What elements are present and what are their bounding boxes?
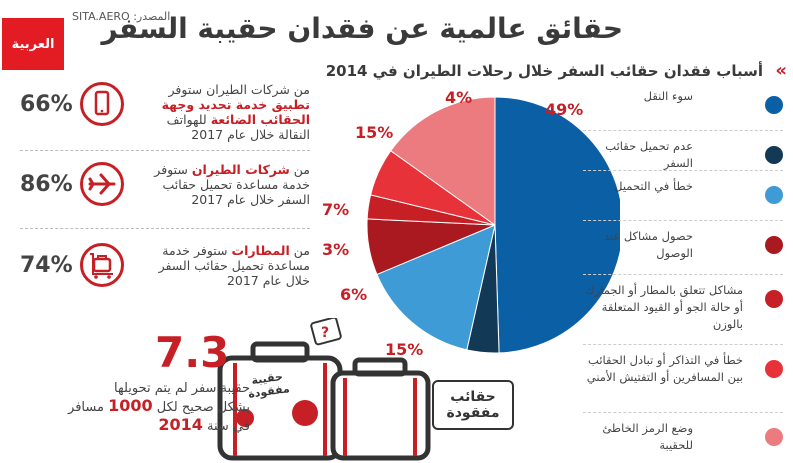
legend-divider	[583, 170, 783, 171]
legend-label: عدم تحميل حقائب السفر	[605, 139, 693, 170]
stat-percent: 74%	[20, 253, 73, 278]
legend-swatch	[765, 236, 783, 254]
legend-item: وضع الرمز الخاطئ للحقيبة	[583, 420, 783, 460]
legend-swatch	[765, 428, 783, 446]
legend-item: سوء النقل	[583, 88, 783, 128]
stat-percent: 66%	[20, 92, 73, 117]
pie-data-label: 6%	[340, 285, 368, 304]
pie-data-label: 15%	[355, 123, 394, 142]
divider	[20, 150, 310, 151]
legend-swatch	[765, 360, 783, 378]
alarabiya-logo: العربية	[2, 18, 64, 70]
question-mark: ?	[321, 325, 329, 341]
stat-percent: 86%	[20, 172, 73, 197]
airplane-icon	[80, 162, 124, 206]
bags-count: 7.3	[155, 328, 230, 377]
legend-item: عدم تحميل حقائب السفر	[583, 138, 783, 178]
pie-slice	[376, 224, 496, 351]
chart-title: أسباب فقدان حقائب السفر خلال رحلات الطير…	[325, 62, 763, 80]
legend-item: خطأ في التذاكر أو تبادل الحقائب بين المس…	[583, 352, 783, 392]
legend-swatch	[765, 186, 783, 204]
legend-divider	[583, 130, 783, 131]
stat-item-3: 74% من المطارات ستوفر خدمة مساعدة تحميل …	[20, 243, 310, 313]
stat-highlight: شركات الطيران	[191, 162, 290, 177]
stat-highlight: المطارات	[231, 243, 290, 258]
pie-chart	[366, 96, 620, 354]
legend-divider	[583, 220, 783, 221]
pie-data-label: 7%	[322, 200, 350, 219]
pie-data-label: 4%	[445, 88, 473, 107]
legend-divider	[583, 412, 783, 413]
stat-text-post: ستوفر خدمة مساعدة تحميل حقائب السفر خلال…	[158, 243, 310, 288]
legend-item: خطأ في التحميل	[583, 178, 783, 218]
bags-per-1000: 1000	[108, 396, 153, 415]
page-title: حقائق عالمية عن فقدان حقيبة السفر	[101, 12, 624, 45]
stat-text: من شركات الطيران ستوفر خدمة مساعدة تحميل…	[140, 162, 310, 207]
bags-line-2-pre: بشكل صحيح لكل	[156, 400, 250, 415]
stat-text-post: ستوفر خدمة مساعدة تحميل حقائب السفر خلال…	[154, 162, 310, 207]
legend-swatch	[765, 146, 783, 164]
luggage-cart-icon	[80, 243, 124, 287]
legend-item: حصول مشاكل عند الوصول	[583, 228, 783, 268]
legend-swatch	[765, 96, 783, 114]
legend-divider	[583, 344, 783, 345]
bags-line-3-pre: في سنة	[207, 419, 250, 434]
bags-description: حقيبة سفر لم يتم تحويلها بشكل صحيح لكل 1…	[60, 380, 250, 435]
stat-text-post: للهواتف النقالة خلال عام 2017	[166, 112, 310, 142]
lost-bags-tag: حقائب مفقودة	[432, 380, 514, 430]
bags-line-2-post: مسافر	[68, 400, 104, 415]
stat-text-pre: من شركات الطيران ستوفر	[168, 82, 310, 97]
legend-label: وضع الرمز الخاطئ للحقيبة	[602, 421, 693, 452]
legend-swatch	[765, 290, 783, 308]
legend-label: مشاكل تتعلق بالمطار أو الجمارك أو حالة ا…	[585, 283, 743, 331]
pie-data-label: 3%	[322, 240, 350, 259]
bags-year: 2014	[158, 415, 203, 434]
stat-text: من شركات الطيران ستوفر تطبيق خدمة تحديد …	[140, 82, 310, 142]
stat-item-2: 86% من شركات الطيران ستوفر خدمة مساعدة ت…	[20, 162, 310, 232]
divider	[20, 228, 310, 229]
luggage-illustration: ?	[217, 318, 431, 461]
stat-text: من المطارات ستوفر خدمة مساعدة تحميل حقائ…	[140, 243, 310, 288]
pie-data-label: 15%	[385, 340, 424, 359]
pie-slice	[494, 96, 620, 354]
legend-label: حصول مشاكل عند الوصول	[603, 229, 693, 260]
legend-label: خطأ في التذاكر أو تبادل الحقائب بين المس…	[586, 353, 743, 384]
legend-item: مشاكل تتعلق بالمطار أو الجمارك أو حالة ا…	[583, 282, 783, 331]
chevron-icon: «	[775, 60, 787, 81]
pie-data-label: 49%	[545, 100, 584, 119]
legend-label: سوء النقل	[643, 89, 693, 103]
legend-divider	[583, 274, 783, 275]
legend-label: خطأ في التحميل	[614, 179, 693, 193]
stat-highlight: تطبيق خدمة تحديد وجهة الحقائب الضائعة	[161, 97, 310, 127]
stat-item-1: 66% من شركات الطيران ستوفر تطبيق خدمة تح…	[20, 82, 310, 152]
source-credit: المصدر: SITA.AERO	[72, 10, 171, 23]
pie-slice	[390, 96, 496, 226]
stat-text-pre: من	[293, 162, 310, 177]
bags-line-1: حقيبة سفر لم يتم تحويلها	[113, 381, 250, 396]
stat-text-pre: من	[293, 243, 310, 258]
phone-icon	[80, 82, 124, 126]
